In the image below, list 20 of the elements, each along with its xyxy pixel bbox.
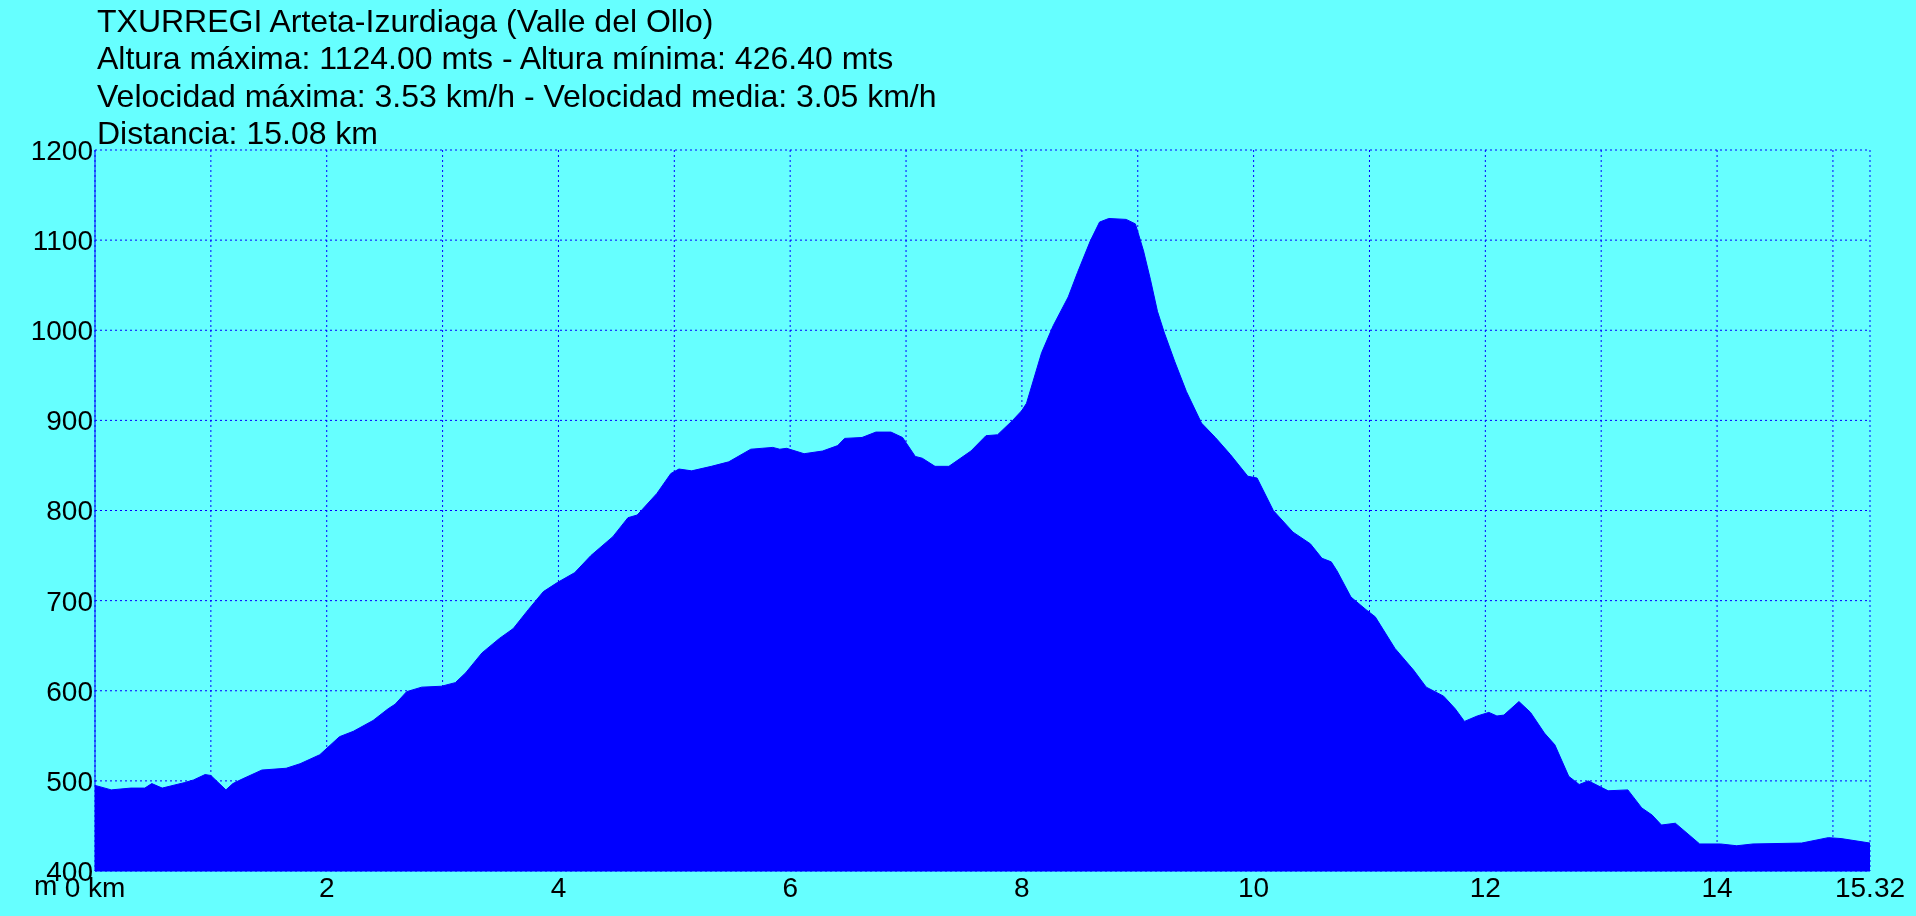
x-tick-label: 10 [1238, 871, 1270, 903]
x-tick-label: 12 [1469, 871, 1501, 903]
text: Velocidad máxima: 3.53 km/h - Velocidad media: 3.05 km/h [97, 77, 937, 116]
x-tick-label: 8 [1014, 871, 1030, 903]
y-tick-label: 900 [46, 405, 93, 437]
y-tick-label: 1100 [32, 225, 93, 257]
chart-title: TXURREGI Arteta-Izurdiaga (Valle del Ollo) [97, 2, 715, 41]
y-tick-label: 1200 [30, 134, 93, 166]
text: Altura máxima: 1124.00 mts - Altura mínima: 426.40 mts [97, 40, 895, 78]
x-tick-label: 14 [1701, 871, 1733, 903]
x-tick-label: 4 [550, 871, 567, 903]
x-tick-label: 2 [318, 871, 335, 903]
annotation: Distancia: 15.08 km [97, 115, 379, 153]
x-tick-label: 6 [782, 871, 798, 903]
y-tick-label: 500 [46, 765, 93, 797]
y-tick-label: 800 [46, 495, 93, 527]
y-tick-label: 1000 [30, 315, 93, 347]
y-tick-label: 600 [46, 675, 93, 707]
y-tick-label: 700 [46, 585, 93, 617]
x-tick-label: 15.32 [1834, 871, 1906, 903]
